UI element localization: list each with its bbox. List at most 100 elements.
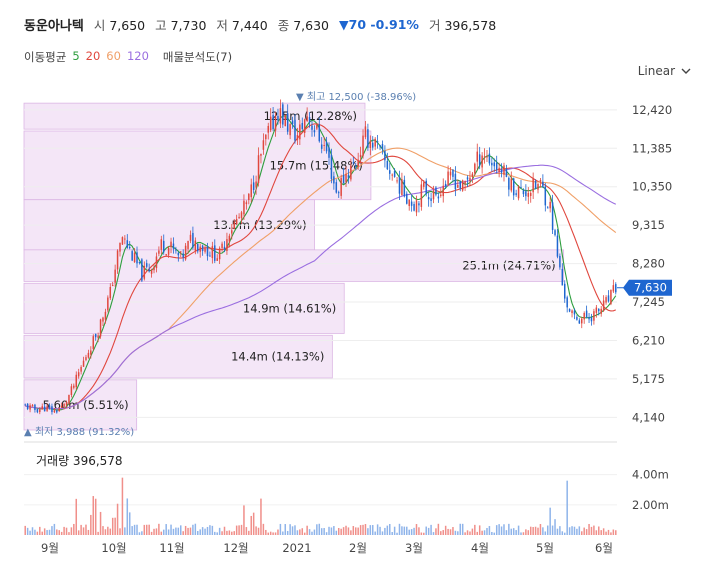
volume-bar: [585, 529, 588, 535]
candle-body: [602, 300, 605, 311]
volume-bar: [330, 527, 333, 535]
candle-body: [255, 181, 257, 188]
candle-body: [235, 219, 238, 225]
volume-bar: [43, 528, 46, 535]
volume-bar: [520, 532, 522, 535]
volume-bar: [357, 527, 359, 535]
volume-profile-label: 14.9m (14.61%): [243, 301, 336, 315]
volume-bar: [454, 530, 457, 535]
candle-body: [517, 186, 520, 199]
candle-body: [204, 248, 206, 252]
volume-bar: [423, 532, 425, 535]
candle-body: [376, 141, 379, 143]
candle-body: [99, 319, 102, 337]
volume-bar: [566, 480, 568, 535]
candle-body: [357, 159, 359, 167]
candle-body: [209, 255, 211, 257]
volume-bar: [573, 526, 576, 535]
candle-body: [56, 410, 58, 413]
candle-body: [607, 295, 610, 302]
candle-body: [109, 287, 112, 299]
scale-dropdown[interactable]: Linear: [638, 64, 691, 78]
volume-bar: [53, 523, 56, 535]
candle-body: [189, 234, 192, 241]
candle-body: [77, 372, 80, 377]
volume-title: 거래량 396,578: [36, 454, 123, 468]
volume-bar: [31, 527, 34, 535]
change-arrow-icon: ▼: [339, 16, 349, 32]
candle-body: [36, 409, 39, 413]
volume-bar: [175, 527, 177, 535]
candle-body: [46, 406, 48, 411]
candle-body: [337, 192, 340, 194]
candle-body: [488, 153, 491, 164]
candle-body: [391, 174, 393, 176]
candle-body: [500, 169, 503, 173]
open-value: 7,650: [109, 17, 146, 33]
volume-bar: [410, 529, 413, 535]
candle-body: [85, 357, 87, 361]
volume-bar: [340, 528, 342, 535]
candle-body: [486, 156, 488, 158]
quote-header: 동운아나텍 시 7,650 고 7,730 저 7,440 종 7,630 ▼7…: [24, 14, 496, 34]
volume-bar: [461, 523, 464, 535]
candle-body: [141, 259, 143, 281]
candle-body: [240, 212, 243, 219]
candle-body: [379, 144, 381, 147]
volume-bar: [452, 527, 454, 535]
candle-body: [165, 254, 167, 256]
candle-body: [197, 243, 199, 252]
ma-line-120: [25, 164, 617, 410]
volume-bar: [449, 529, 452, 535]
volume-bar: [432, 532, 435, 535]
candle-body: [512, 178, 515, 196]
volume-bar: [162, 529, 165, 535]
volume-bar: [427, 527, 430, 535]
current-price-label: 7,630: [634, 281, 667, 295]
candle-body: [532, 178, 534, 193]
y-tick-label: 12,420: [632, 103, 672, 117]
volume-bar: [63, 526, 65, 535]
price-axis: 12,420 11,385 10,350 9,315 8,280 7,245 6,210 5,…: [632, 103, 672, 425]
candle-body: [542, 181, 544, 188]
volume-bar: [527, 530, 530, 535]
volume-bar: [24, 525, 26, 535]
volume-bar: [425, 526, 427, 535]
volume-bar: [233, 531, 235, 535]
volume-bar: [612, 529, 615, 535]
volume-bar: [323, 528, 325, 535]
candle-body: [593, 311, 595, 321]
annotations: 7,630 ▼ 최고 12,500 (-38.96%) ▲ 최저 3,988 (91…: [24, 91, 672, 438]
candle-body: [289, 124, 291, 136]
candle-body: [568, 308, 571, 312]
candle-body: [432, 190, 435, 200]
candle-body: [457, 184, 459, 188]
candle-body: [250, 184, 252, 198]
volume-profile: 12.5m (12.28%)15.7m (15.48%)13.5m (13.29…: [23, 102, 565, 431]
volume-bar: [267, 532, 270, 535]
candle-body: [265, 134, 267, 140]
volume-bar: [369, 525, 372, 535]
volume-bar: [420, 532, 423, 535]
candle-body: [600, 308, 602, 314]
y-tick-label: 5,175: [632, 372, 665, 386]
candle-body: [291, 120, 294, 125]
candle-body: [218, 248, 221, 260]
volume-bar: [413, 527, 415, 535]
candle-body: [559, 255, 561, 268]
candle-body: [245, 202, 248, 205]
candle-body: [537, 183, 539, 190]
volume-bar: [282, 531, 284, 535]
volume-bar: [116, 503, 119, 535]
candle-body: [192, 232, 194, 248]
ma-legend[interactable]: 이동평균 5 20 60 120 매물분석도(7): [24, 49, 232, 65]
candle-body: [354, 165, 357, 167]
candle-body: [31, 404, 34, 406]
moving-averages: [25, 115, 617, 411]
candle-body: [274, 116, 277, 131]
y-tick-label: 11,385: [632, 141, 672, 155]
candle-body: [527, 192, 530, 197]
candle-body: [43, 406, 46, 412]
x-tick-label: 12월: [223, 541, 248, 555]
